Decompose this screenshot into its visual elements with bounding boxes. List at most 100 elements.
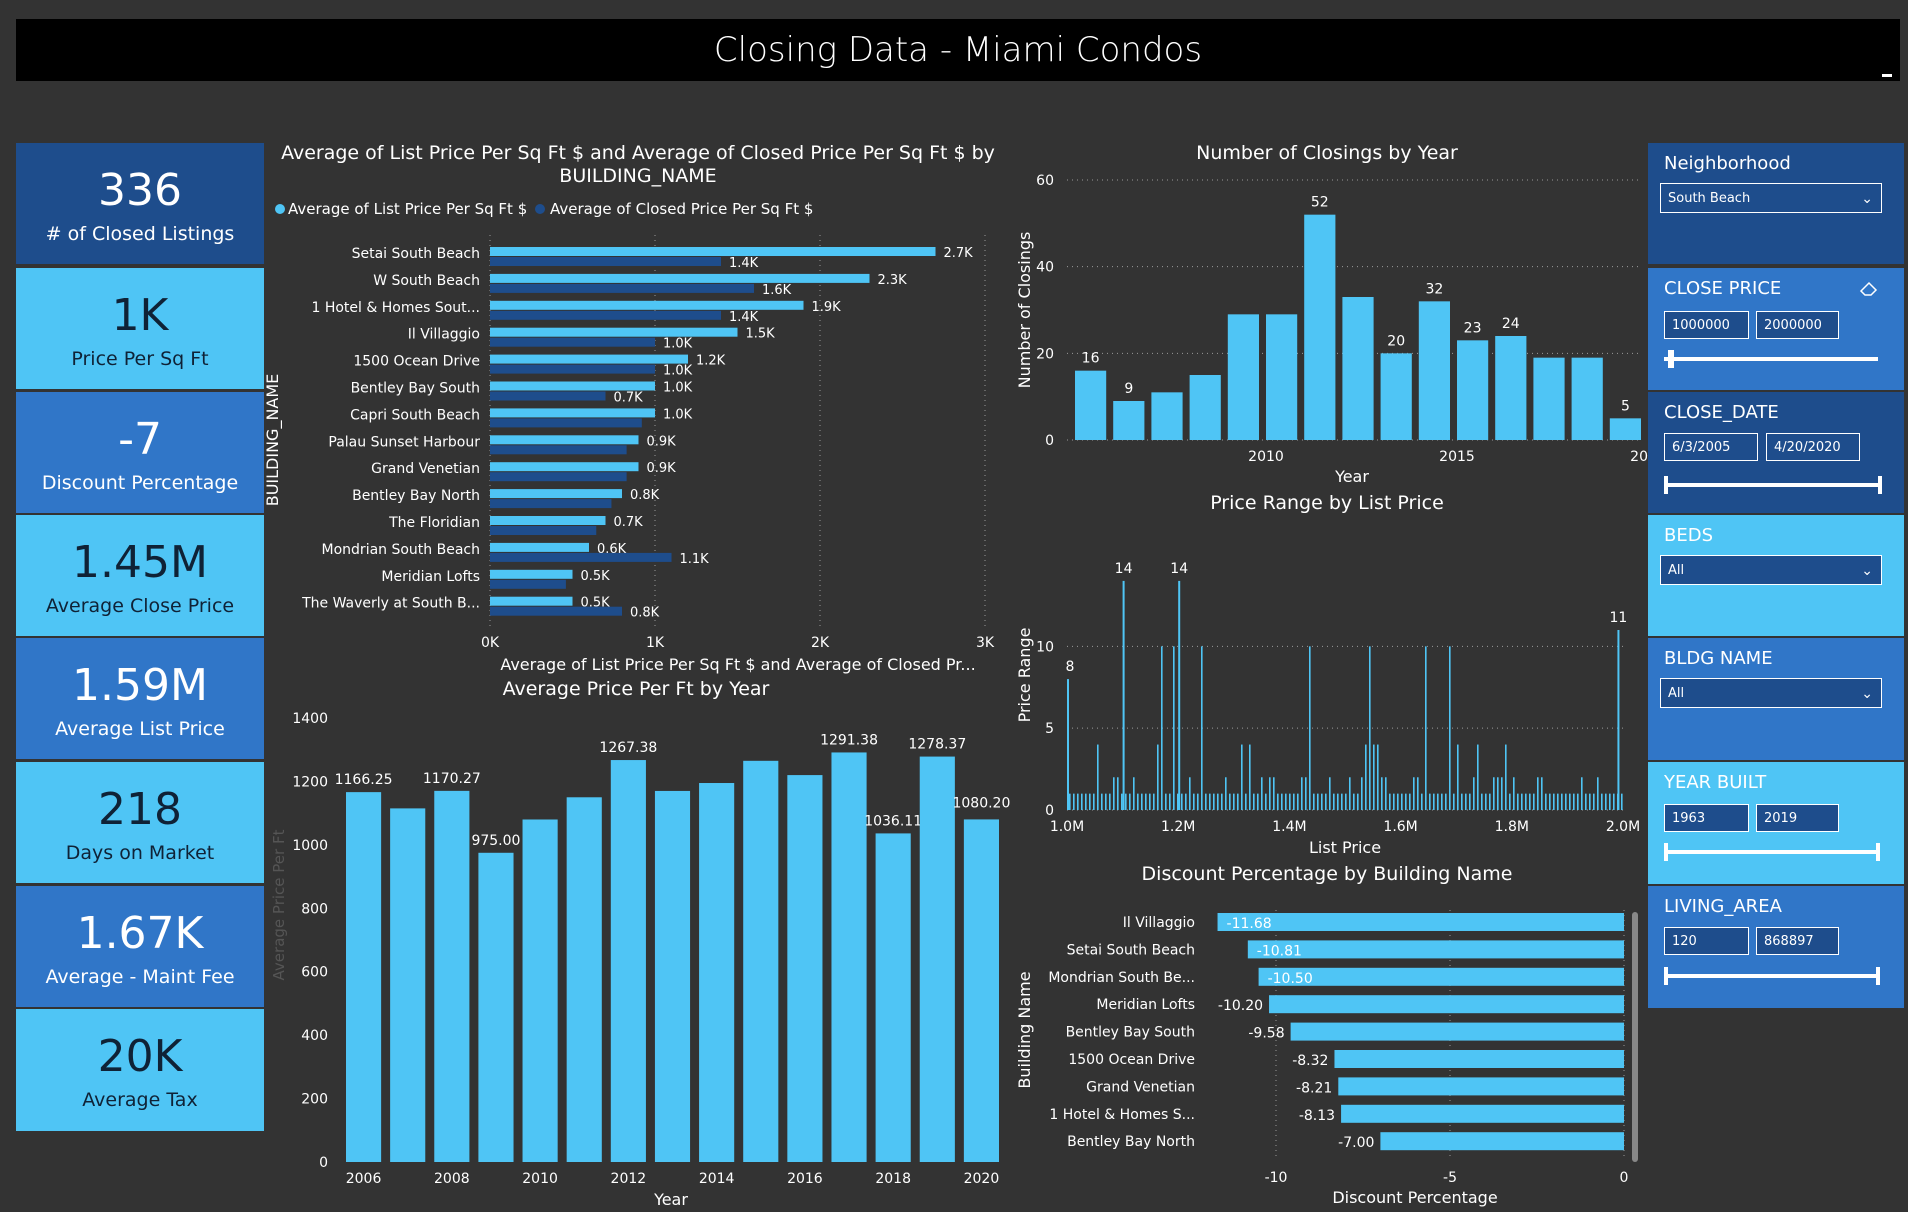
range-bar — [1361, 777, 1363, 810]
year-built-slider-track[interactable] — [1664, 850, 1878, 854]
range-bar — [1353, 793, 1355, 810]
eraser-icon[interactable] — [1858, 278, 1880, 298]
bar-closed-price — [490, 283, 754, 293]
closings-bar — [1457, 340, 1489, 440]
range-bar — [1577, 793, 1579, 810]
range-bar-peak — [1178, 580, 1181, 810]
bar-list-price — [490, 435, 639, 445]
range-bar — [1181, 793, 1183, 810]
discount-bar — [1341, 1104, 1624, 1123]
range-bar — [1485, 793, 1487, 810]
discount-bar — [1269, 995, 1624, 1014]
close-date-slider-start-handle[interactable] — [1664, 476, 1668, 494]
data-label: 1.4K — [729, 310, 759, 325]
avg-price-bar — [699, 783, 735, 1162]
closings-bar — [1227, 314, 1259, 440]
bar-list-price — [490, 596, 573, 606]
x-tick-label: 1.0M — [1050, 819, 1084, 835]
kpi-label: Average Tax — [82, 1089, 198, 1111]
kpi-value: 1.67K — [76, 908, 204, 959]
data-label: 2.7K — [944, 246, 974, 261]
close-price-max-input[interactable]: 2000000 — [1756, 311, 1839, 339]
slicer-close-price: CLOSE PRICE 1000000 2000000 — [1648, 268, 1904, 390]
category-label: Bentley Bay North — [352, 488, 480, 504]
category-label: Setai South Beach — [1067, 942, 1195, 958]
data-label: 1.1K — [680, 552, 710, 567]
range-bar — [1401, 793, 1403, 810]
data-label: 1267.38 — [599, 740, 657, 756]
slicer-beds: BEDS All ⌄ — [1648, 515, 1904, 636]
range-bar-peak — [1122, 580, 1125, 810]
category-label: Meridian Lofts — [381, 569, 480, 585]
minimize-icon[interactable] — [1882, 74, 1892, 77]
bar-closed-price — [490, 364, 655, 374]
range-bar — [1261, 777, 1263, 810]
range-bar — [1437, 793, 1439, 810]
avg-price-bar — [478, 852, 514, 1162]
chart-title: Discount Percentage by Building Name — [1142, 863, 1513, 885]
living-area-slider-end-handle[interactable] — [1876, 967, 1880, 985]
range-bar — [1529, 793, 1531, 810]
beds-dropdown[interactable]: All ⌄ — [1660, 555, 1882, 585]
discount-bar — [1338, 1077, 1624, 1096]
category-label: Mondrian South Be... — [1048, 970, 1195, 986]
y-tick-label: 1400 — [292, 711, 328, 727]
living-area-slider-start-handle[interactable] — [1664, 967, 1668, 985]
bar-list-price — [490, 516, 606, 525]
chart-title: BUILDING_NAME — [559, 165, 716, 187]
year-built-slider-start-handle[interactable] — [1664, 843, 1668, 861]
data-label: 5 — [1621, 398, 1630, 414]
scrollbar — [1632, 912, 1638, 1162]
avg-price-bar — [566, 797, 602, 1162]
year-built-slider-end-handle[interactable] — [1876, 843, 1880, 861]
living-area-min-input[interactable]: 120 — [1664, 927, 1749, 955]
year-built-min-input[interactable]: 1963 — [1664, 804, 1749, 832]
close-price-slider-handle[interactable] — [1668, 350, 1674, 368]
y-tick-label: 400 — [301, 1028, 328, 1044]
range-bar — [1241, 744, 1243, 810]
data-label: 1166.25 — [335, 772, 393, 788]
close-date-slider-track[interactable] — [1664, 483, 1878, 487]
slicer-title: YEAR BUILT — [1664, 772, 1767, 793]
x-tick-label: 2014 — [699, 1171, 735, 1187]
neighborhood-dropdown[interactable]: South Beach ⌄ — [1660, 183, 1882, 213]
data-label: 1.0K — [663, 407, 693, 422]
living-area-max-input[interactable]: 868897 — [1756, 927, 1839, 955]
x-tick-label: 1.2M — [1161, 819, 1195, 835]
category-label: Mondrian South Beach — [322, 542, 480, 558]
range-bar — [1249, 744, 1251, 810]
close-price-min-input[interactable]: 1000000 — [1664, 311, 1749, 339]
range-bar — [1257, 793, 1259, 810]
range-bar — [1557, 793, 1559, 810]
data-label: 11 — [1610, 610, 1628, 626]
range-bar — [1589, 793, 1591, 810]
x-tick-label: 2012 — [611, 1171, 647, 1187]
kpi-value: 218 — [98, 784, 182, 835]
year-built-max-input[interactable]: 2019 — [1756, 804, 1839, 832]
range-bar — [1189, 777, 1191, 810]
bar-list-price — [490, 408, 655, 418]
close-date-slider-end-handle[interactable] — [1878, 476, 1882, 494]
close-date-start-input[interactable]: 6/3/2005 — [1664, 433, 1758, 461]
data-label: 0.8K — [630, 488, 660, 503]
kpi-average-list-price: 1.59M Average List Price — [16, 638, 264, 759]
chart-title: Number of Closings by Year — [1196, 142, 1458, 164]
close-date-end-input[interactable]: 4/20/2020 — [1766, 433, 1860, 461]
range-bar — [1569, 793, 1571, 810]
bldg-name-dropdown[interactable]: All ⌄ — [1660, 678, 1882, 708]
slicer-title: Neighborhood — [1664, 153, 1791, 174]
range-bar — [1469, 793, 1471, 810]
range-bar — [1137, 793, 1139, 810]
chevron-down-icon[interactable]: ⌄ — [1861, 686, 1873, 702]
kpi-value: 1K — [111, 290, 169, 341]
living-area-slider-track[interactable] — [1664, 974, 1878, 978]
close-price-slider-track[interactable] — [1664, 357, 1878, 361]
range-bar — [1321, 793, 1323, 810]
chevron-down-icon[interactable]: ⌄ — [1861, 191, 1873, 207]
range-bar — [1409, 793, 1411, 810]
bar-list-price — [490, 381, 655, 391]
x-tick-label: 1.4M — [1272, 819, 1306, 835]
chevron-down-icon[interactable]: ⌄ — [1861, 563, 1873, 579]
range-bar — [1309, 646, 1311, 810]
category-label: Bentley Bay North — [1067, 1134, 1195, 1150]
